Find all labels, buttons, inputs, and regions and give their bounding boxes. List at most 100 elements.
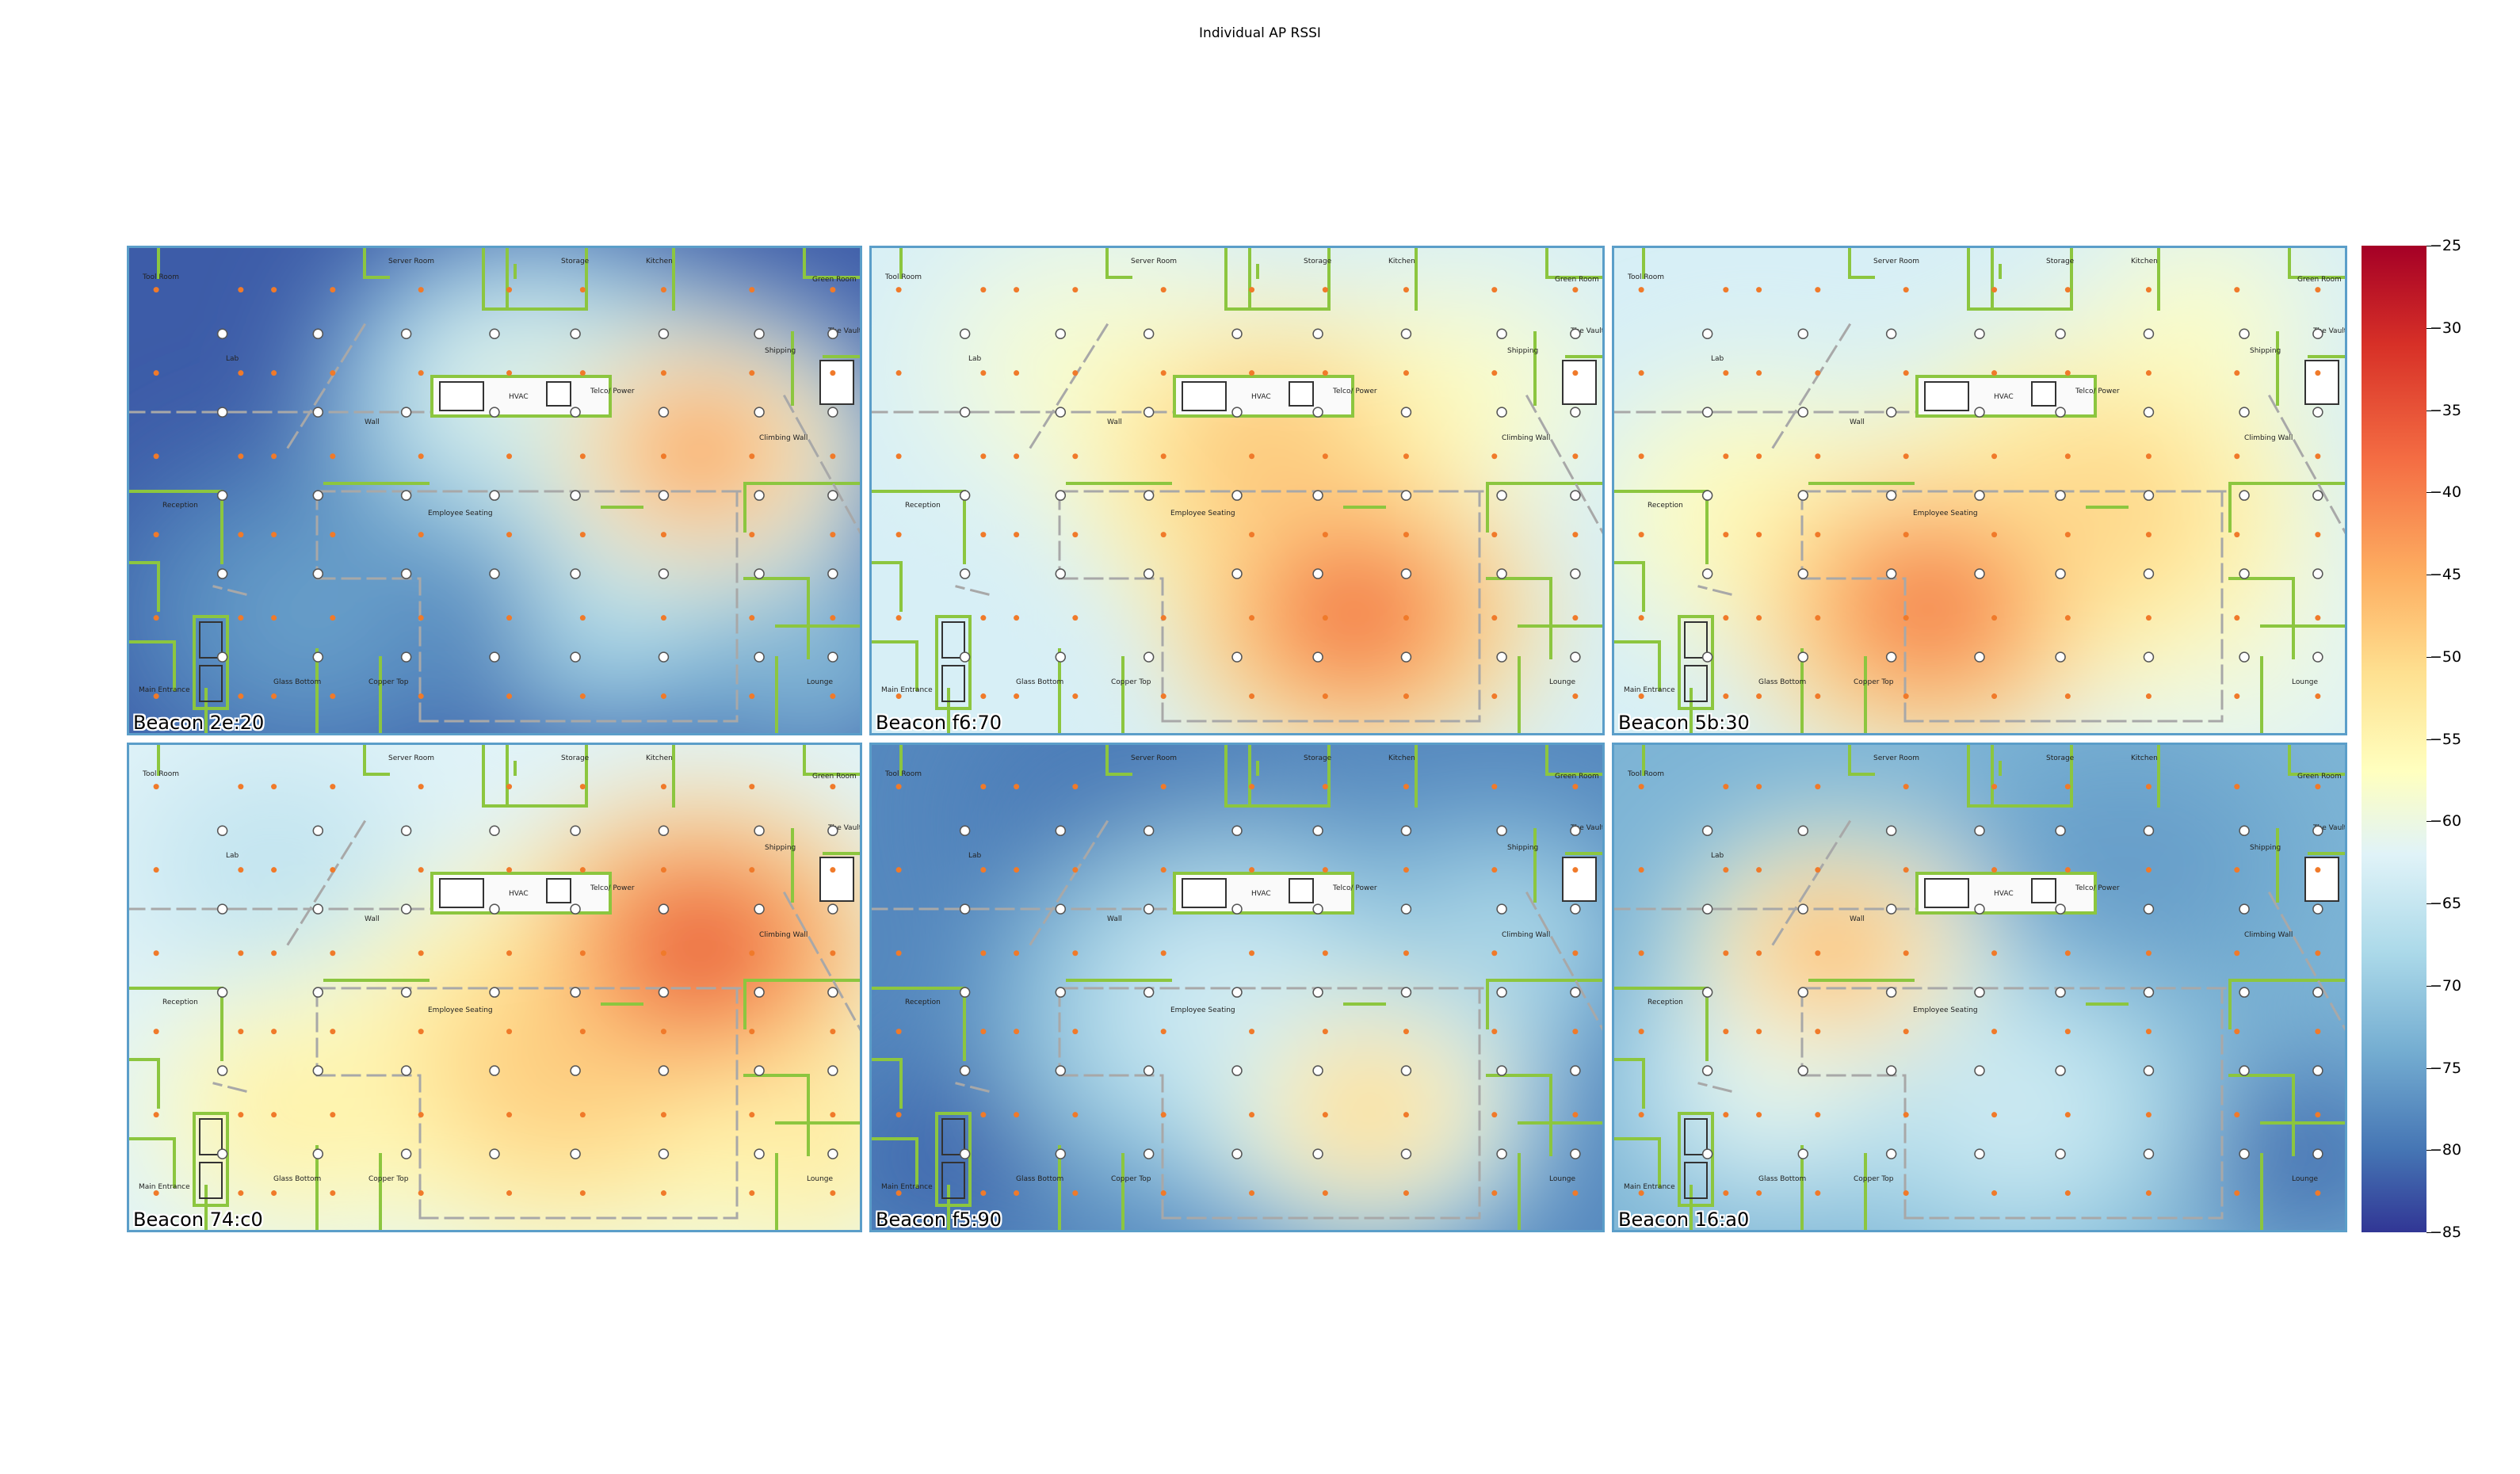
room-label-lounge: Lounge: [2292, 1175, 2318, 1183]
sample-point: [1403, 532, 1409, 538]
sample-point: [271, 950, 277, 957]
room-label-hvac: HVAC: [509, 890, 529, 898]
sample-point: [1991, 370, 1998, 376]
sample-point: [2145, 1190, 2152, 1197]
colorbar-tick-mark: [2426, 656, 2431, 658]
ap-marker: [959, 490, 971, 501]
elevator-car: [1684, 1118, 1708, 1155]
sample-point: [1014, 1029, 1020, 1035]
sample-point: [895, 867, 902, 873]
sample-point: [830, 287, 836, 293]
sample-point: [1991, 784, 1998, 790]
sample-point: [2145, 1029, 2152, 1035]
sample-point: [2145, 950, 2152, 957]
ap-marker: [570, 651, 581, 663]
sample-point: [1638, 370, 1644, 376]
sample-point: [2315, 615, 2321, 621]
sample-point: [418, 453, 424, 460]
ap-marker: [1312, 1148, 1323, 1159]
sample-point: [895, 615, 902, 621]
sample-point: [330, 950, 336, 957]
room-label-server-room: Server Room: [388, 258, 434, 265]
ap-marker: [216, 651, 228, 663]
sample-point: [1249, 370, 1255, 376]
sample-point: [238, 950, 244, 957]
sample-point: [1160, 950, 1166, 957]
panel-4: Tool Room Server Room Storage Kitchen Green …: [127, 743, 862, 1232]
sample-point: [1249, 615, 1255, 621]
room-label-copper-top: Copper Top: [1854, 678, 1894, 686]
ap-marker: [1570, 903, 1581, 915]
ap-marker: [489, 568, 500, 579]
room-label-shipping: Shipping: [2250, 347, 2281, 355]
dashed-boundary: [127, 907, 746, 1220]
floorplan: [869, 743, 1605, 1232]
sample-point: [153, 950, 159, 957]
sample-point: [506, 867, 513, 873]
ap-marker: [2143, 1065, 2155, 1076]
ap-marker: [754, 490, 765, 501]
room-label-glass-bottom: Glass Bottom: [1758, 678, 1806, 686]
panel-2: Tool Room Server Room Storage Kitchen Green …: [869, 246, 1605, 735]
rssi-blob: [2162, 288, 2239, 350]
sample-point: [1756, 1029, 1762, 1035]
room-label-kitchen: Kitchen: [646, 258, 673, 265]
ap-marker: [400, 328, 412, 339]
sample-point: [271, 867, 277, 873]
ap-marker: [1231, 328, 1243, 339]
ap-marker: [2239, 328, 2250, 339]
ap-marker: [1570, 651, 1581, 663]
sample-point: [1756, 370, 1762, 376]
sample-point: [1572, 370, 1579, 376]
sample-point: [1572, 867, 1579, 873]
room-label-climbing-wall: Climbing Wall: [1502, 931, 1550, 939]
rssi-blob: [2272, 1128, 2347, 1190]
sample-point: [1491, 287, 1498, 293]
panel-border: [1612, 246, 2347, 735]
sample-point: [1815, 950, 1821, 957]
ap-marker: [1496, 490, 1507, 501]
sample-point: [1572, 1190, 1579, 1197]
heatmap-6: Tool Room Server Room Storage Kitchen Green …: [1612, 743, 2347, 1232]
sample-point: [1756, 1190, 1762, 1197]
room-label-reception: Reception: [162, 502, 198, 510]
ap-marker: [1974, 1065, 1985, 1076]
sample-point: [1903, 1112, 1909, 1118]
sample-point: [153, 1029, 159, 1035]
room-label-lounge: Lounge: [1549, 678, 1575, 686]
elevator-block: [193, 615, 229, 710]
sample-point: [1072, 453, 1079, 460]
ap-marker: [959, 1065, 971, 1076]
sample-point: [238, 1112, 244, 1118]
room-label-reception: Reception: [162, 999, 198, 1006]
wall-segment: [127, 1074, 862, 1232]
sample-point: [153, 453, 159, 460]
sample-point: [749, 532, 755, 538]
dashed-boundary: [1612, 907, 2232, 1220]
sample-point: [506, 1112, 513, 1118]
ap-marker: [2239, 825, 2250, 836]
ap-marker: [1701, 987, 1713, 998]
sample-point: [980, 1029, 987, 1035]
room-label-copper-top: Copper Top: [368, 678, 409, 686]
room-label-telco-power: Telco/ Power: [1332, 388, 1377, 395]
room-label-server-room: Server Room: [1873, 258, 1919, 265]
room-label-main-entrance: Main Entrance: [139, 686, 190, 694]
ap-marker: [658, 651, 670, 663]
sample-point: [1723, 453, 1729, 460]
sample-point: [2234, 287, 2240, 293]
wall-segment: [899, 743, 1489, 1029]
sample-point: [895, 1112, 902, 1118]
wall-segment: [899, 246, 1489, 533]
ap-marker: [754, 407, 765, 418]
ap-marker: [1055, 903, 1067, 915]
ap-marker: [1885, 903, 1897, 915]
sample-point: [2315, 1112, 2321, 1118]
ap-marker: [827, 903, 838, 915]
room-label-main-entrance: Main Entrance: [139, 1183, 190, 1191]
sample-point: [1638, 950, 1644, 957]
ap-marker: [1143, 328, 1155, 339]
colorbar-tick-label: −85: [2430, 1224, 2462, 1241]
room-label-glass-bottom: Glass Bottom: [1016, 678, 1063, 686]
sample-point: [749, 950, 755, 957]
